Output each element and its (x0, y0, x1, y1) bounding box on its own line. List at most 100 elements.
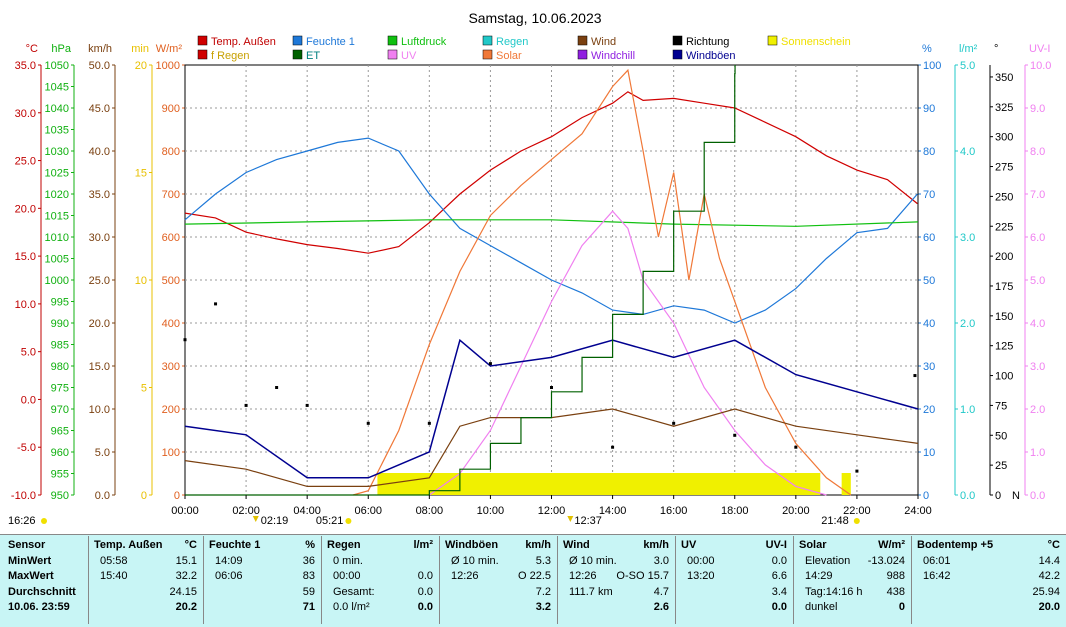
summary-col-header: Windböen km/h (441, 538, 557, 554)
axis-tick-label: 0 (174, 490, 180, 502)
axis-zero-suffix: N (1012, 490, 1020, 502)
axis-tick-label: 0.0 (1030, 490, 1045, 502)
axis-tick-label: 200 (162, 404, 180, 416)
axis-tick-label: 50 (995, 430, 1007, 442)
axis-tick-label: 225 (995, 221, 1013, 233)
col-unit: % (305, 539, 315, 551)
sunset-marker (853, 518, 860, 524)
cell-value: -13.024 (867, 554, 905, 567)
axis-tick-label: 90 (923, 103, 935, 115)
axis-unit: km/h (88, 43, 112, 55)
cell-value: 42.2 (1038, 570, 1060, 582)
axis-tick-label: 300 (162, 361, 180, 373)
cell-left: 12:26 (569, 570, 597, 582)
axis-tick-label: 325 (995, 102, 1013, 114)
axis-tick-label: 125 (995, 341, 1013, 353)
sunshine-bar (841, 473, 851, 495)
axis-tick-label: 9.0 (1030, 103, 1045, 115)
series-line-temp-au-en (184, 91, 918, 254)
x-tick-label: 06:00 (354, 505, 382, 517)
cell-left: 14:09 (215, 554, 243, 567)
legend-swatch (197, 35, 208, 46)
axis-tick-label: -5.0 (17, 442, 36, 454)
summary-cell-row: 14:09 36 (205, 554, 321, 570)
sunrise-label: 05:21 (316, 515, 344, 527)
axis-tick-label: 1005 (45, 254, 69, 266)
cell-value: 59 (302, 585, 315, 598)
summary-col-header: Wind km/h (559, 538, 675, 554)
summary-cell-row: 16:42 42.2 (913, 569, 1066, 585)
axis-tick-label: 3.0 (1030, 361, 1045, 373)
cell-value: 25.94 (1032, 585, 1060, 598)
axis-tick-label: 15 (135, 168, 147, 180)
summary-cell-row: 05:58 15.1 (90, 554, 203, 570)
axis-tick-label: 70 (923, 189, 935, 201)
axis-tick-label: 965 (51, 426, 69, 438)
cell-value: 36 (302, 554, 315, 567)
series-layer (183, 65, 919, 496)
cell-left: 12:26 (451, 570, 479, 582)
axis-tick-label: 150 (995, 311, 1013, 323)
richtung-point (275, 386, 279, 389)
cell-value: 24.15 (169, 585, 197, 598)
cell-value: 14.4 (1038, 554, 1060, 567)
left-axes: °C 35.0 30.0 25.0 20.0 15.0 10.0 5.0 0.0 -5.0 -10.… (11, 43, 186, 502)
axis-tick-label: 1025 (45, 168, 69, 180)
axis-tick-label: 10.0 (15, 299, 36, 311)
cell-value: 6.6 (771, 570, 787, 582)
axis-tick-label: 995 (51, 297, 69, 309)
axis-tick-label: 275 (995, 162, 1013, 174)
col-header: Solar (799, 539, 827, 551)
legend-swatch (577, 35, 588, 46)
axis-tick-label: 3.0 (960, 232, 975, 244)
axis-tick-label: 4.0 (960, 146, 975, 158)
axis-tick-label: 50.0 (89, 60, 110, 72)
cell-left: 14:29 (805, 570, 833, 582)
cell-left: Gesamt: (333, 585, 375, 598)
summary-col: Regen l/m² 0 min. 00:00 0.0 Gesamt: 0.0 0.0 l/m… (323, 538, 439, 622)
col-header: Bodentemp +5 (917, 539, 994, 551)
axis-tick-label: 950 (51, 490, 69, 502)
axis-tick-label: 800 (162, 146, 180, 158)
axis-tick-label: 35.0 (89, 189, 110, 201)
summary-row-label: Durchschnitt (4, 585, 88, 601)
richtung-point (427, 421, 431, 425)
axis-unit: ° (994, 43, 998, 55)
richtung-point (672, 421, 676, 425)
cell-value: 0.0 (771, 554, 787, 567)
axis-tick-label: 350 (995, 72, 1013, 84)
footer-value: 0.0 (417, 601, 433, 613)
summary-cell-row: Tag:14:16 h 438 (795, 585, 911, 601)
cell-value: 32.2 (175, 570, 197, 582)
axis-tick-label: 60 (923, 232, 935, 244)
summary-cell-row: 3.4 (677, 585, 793, 601)
axis-tick-label: 980 (51, 361, 69, 373)
col-unit: UV-I (765, 539, 787, 551)
legend-swatch (387, 49, 398, 60)
summary-col-sensor: Sensor MinWert MaxWert Durchschnitt 10.06. 2… (4, 538, 88, 622)
legend-swatch (672, 49, 683, 60)
axis-tick-label: 1000 (156, 60, 180, 72)
cell-left: 111.7 km (569, 585, 613, 598)
richtung-point (214, 302, 218, 306)
x-tick-label: 02:00 (232, 505, 260, 517)
summary-cell-row: Elevation -13.024 (795, 554, 911, 570)
summary-col-footer: 20.2 (90, 600, 203, 616)
axis-tick-label: 0 (923, 490, 929, 502)
cell-left: 15:40 (100, 570, 128, 582)
col-unit: W/m² (878, 539, 905, 551)
legend-swatch (387, 35, 398, 46)
cell-left: Ø 10 min. (569, 554, 617, 567)
axis-tick-label: 1030 (45, 146, 69, 158)
axis-tick-label: 5.0 (21, 347, 36, 359)
axis-tick-label: 7.0 (1030, 189, 1045, 201)
axis-tick-label: 80 (923, 146, 935, 158)
cell-left: Elevation (805, 554, 851, 567)
axis-tick-label: 960 (51, 447, 69, 459)
cell-value: 988 (886, 570, 905, 582)
axis-tick-label: 75 (995, 400, 1007, 412)
x-tick-label: 18:00 (721, 505, 749, 517)
footer-value: 71 (302, 601, 315, 613)
summary-col: Bodentemp +5 °C 06:01 14.4 16:42 42.2 25.94 20.… (913, 538, 1066, 622)
sunset-label: 21:48 (821, 515, 849, 527)
